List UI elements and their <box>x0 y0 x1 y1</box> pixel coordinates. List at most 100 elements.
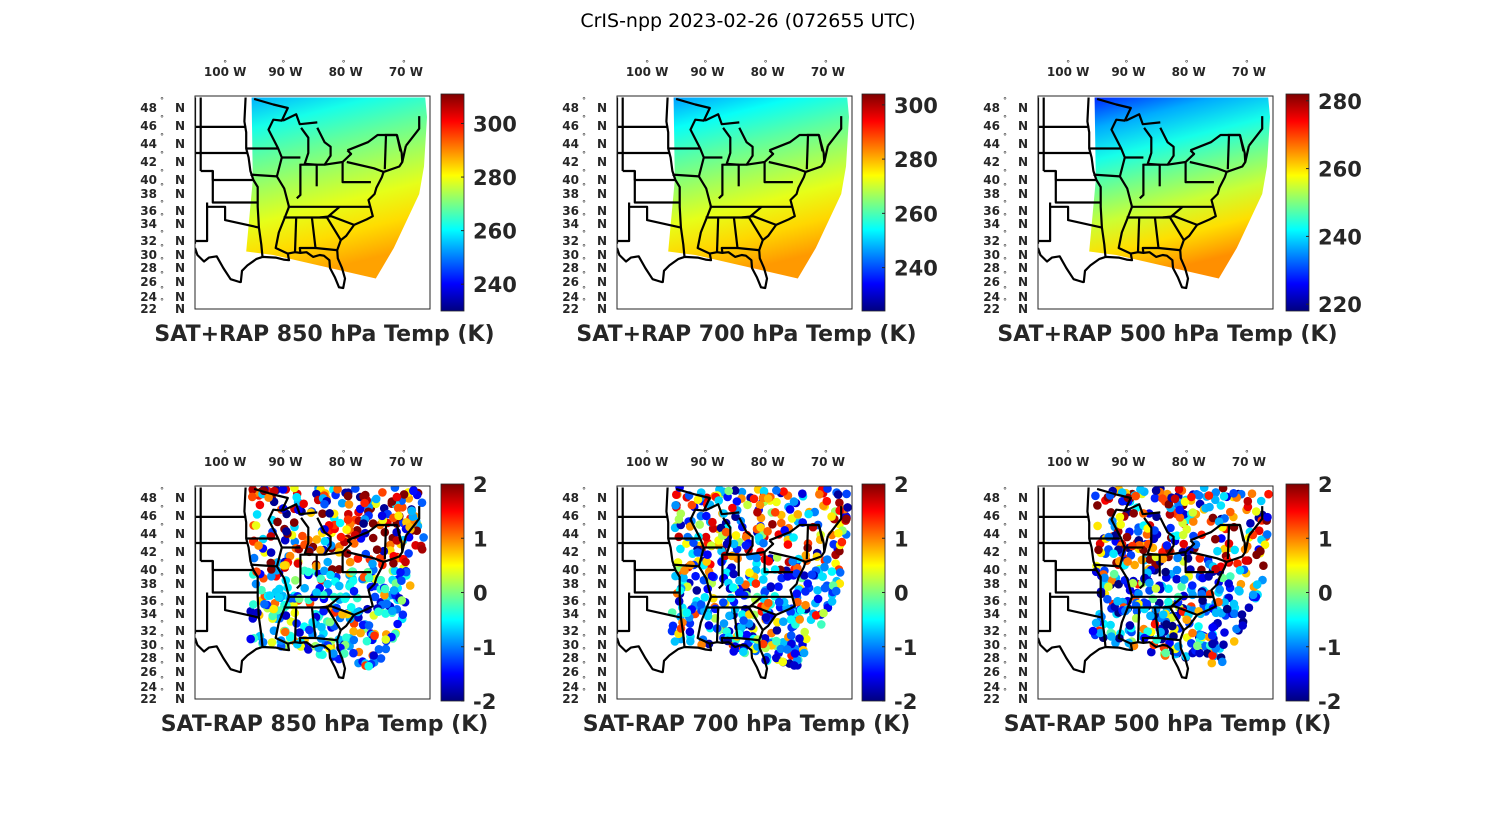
scatter-point <box>786 615 796 624</box>
scatter-point <box>693 495 703 505</box>
degree-symbol: ° <box>342 59 346 68</box>
scatter-point <box>1208 651 1217 660</box>
scatter-point <box>1252 580 1262 589</box>
scatter-point <box>1115 512 1125 522</box>
boundary-line <box>722 127 754 166</box>
scatter-point <box>285 633 295 642</box>
lat-tick-number: 48 <box>562 101 579 115</box>
scatter-point <box>789 661 799 670</box>
lat-tick-hemisphere: N <box>597 680 607 694</box>
degree-symbol: ° <box>402 449 406 458</box>
lat-tick-number: 30 <box>983 248 1000 262</box>
scatter-point <box>1114 579 1123 589</box>
scatter-point <box>739 616 748 625</box>
boundary-line <box>633 171 680 204</box>
scatter-point <box>1214 517 1224 526</box>
scatter-point <box>246 634 255 644</box>
scatter-point <box>1226 572 1235 581</box>
lat-tick-number: 42 <box>140 155 157 169</box>
boundary-line <box>1125 113 1161 126</box>
lat-tick-hemisphere: N <box>1018 594 1028 608</box>
degree-symbol: ° <box>582 229 586 238</box>
scatter-point <box>1194 622 1203 631</box>
boundary-line <box>326 606 342 631</box>
degree-symbol: ° <box>1124 449 1128 458</box>
scatter-point <box>674 515 684 524</box>
scatter-point <box>372 545 382 554</box>
lat-tick-number: 28 <box>983 261 1000 275</box>
panel-title: SAT+RAP 700 hPa Temp (K) <box>576 322 916 347</box>
scatter-point <box>680 566 689 575</box>
scatter-point <box>835 546 844 556</box>
degree-symbol: ° <box>402 59 406 68</box>
scatter-point <box>1211 534 1220 544</box>
degree-symbol: ° <box>160 660 164 669</box>
scatter-point <box>783 645 792 654</box>
scatter-point <box>417 545 427 554</box>
degree-symbol: ° <box>160 589 164 598</box>
scatter-point <box>1145 578 1154 588</box>
scatter-point <box>1208 639 1217 649</box>
degree-symbol: ° <box>160 602 164 611</box>
colorbar-tick-label: 2 <box>1318 473 1333 497</box>
scatter-point <box>1088 626 1098 636</box>
scatter-point <box>1113 596 1122 606</box>
scatter-point <box>704 621 714 630</box>
lat-tick-hemisphere: N <box>175 665 185 679</box>
boundary-line <box>768 160 806 173</box>
degree-symbol: ° <box>582 504 586 513</box>
scatter-point <box>264 493 273 502</box>
scatter-point <box>382 599 392 609</box>
boundary-line <box>395 134 402 152</box>
scatter-point <box>758 639 768 649</box>
lat-tick-hemisphere: N <box>175 187 185 201</box>
boundary-line <box>633 561 680 594</box>
scatter-point <box>1162 541 1172 550</box>
boundary-line <box>405 116 421 147</box>
degree-symbol: ° <box>1185 449 1189 458</box>
scatter-point <box>700 593 710 602</box>
lat-tick-hemisphere: N <box>1018 527 1028 541</box>
scatter-point <box>346 603 356 612</box>
scatter-point <box>1219 640 1228 649</box>
degree-symbol: ° <box>764 449 768 458</box>
boundary-line <box>300 127 332 166</box>
boundary-line <box>617 535 829 680</box>
scatter-point <box>343 515 353 524</box>
boundary-line <box>1169 606 1185 631</box>
scatter-point <box>369 651 379 660</box>
colorbar <box>1285 93 1310 312</box>
degree-symbol: ° <box>1003 199 1007 208</box>
colorbar-tick-label: -1 <box>473 636 496 660</box>
scatter-point <box>1143 627 1152 636</box>
scatter-point <box>359 519 368 528</box>
lat-tick-hemisphere: N <box>597 624 607 638</box>
lat-tick-hemisphere: N <box>597 101 607 115</box>
degree-symbol: ° <box>703 59 707 68</box>
scatter-point <box>1159 610 1168 619</box>
degree-symbol: ° <box>1003 256 1007 265</box>
lat-tick-number: 42 <box>562 155 579 169</box>
scatter-point <box>1172 574 1181 584</box>
scatter-point <box>249 600 258 609</box>
scatter-point <box>1188 508 1198 517</box>
scatter-point <box>1179 539 1188 549</box>
degree-symbol: ° <box>160 114 164 123</box>
scatter-point <box>766 582 776 591</box>
colorbar-tick-label: 260 <box>894 202 938 226</box>
scatter-point <box>298 531 307 541</box>
axes-frame <box>194 95 431 310</box>
scatter-point <box>763 527 772 536</box>
boundary-line <box>315 246 337 252</box>
boundary-line <box>1141 607 1160 644</box>
scatter-point <box>724 486 733 496</box>
scatter-point <box>1107 632 1116 641</box>
boundary-line <box>748 606 764 631</box>
scatter-point <box>312 535 322 544</box>
scatter-point <box>265 591 275 600</box>
degree-symbol: ° <box>1003 660 1007 669</box>
scatter-point <box>290 608 300 618</box>
boundary-line <box>748 216 764 241</box>
scatter-point <box>1220 628 1229 637</box>
boundary-line <box>1167 149 1196 166</box>
